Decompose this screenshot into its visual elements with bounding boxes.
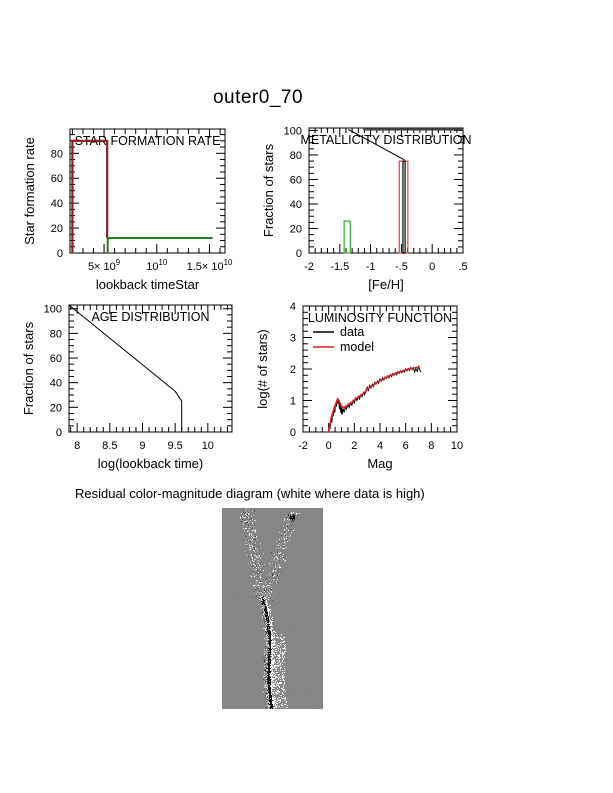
star-formation-rate-ylabel: Star formation rate [22, 137, 37, 245]
svg-text:8.5: 8.5 [102, 440, 117, 452]
age-distribution-frame [68, 304, 233, 433]
svg-text:6: 6 [403, 440, 409, 452]
residual-cmd-caption: Residual color-magnitude diagram (white … [75, 486, 425, 501]
svg-text:8: 8 [428, 440, 434, 452]
svg-text:80: 80 [50, 328, 62, 340]
cumulative-age-line [69, 305, 183, 432]
page-title: outer0_70 [212, 87, 304, 108]
svg-text:2: 2 [351, 440, 357, 452]
svg-text:80: 80 [51, 148, 63, 160]
legend-label-data: data [340, 325, 364, 339]
star-formation-rate-panel: 5× 109 1010 1.5× 1010 0 20 40 60 80 STAR FORMATI… [22, 128, 233, 292]
svg-text:1010: 1010 [146, 258, 168, 273]
old-population-sfr [71, 139, 109, 253]
svg-text:60: 60 [290, 174, 302, 186]
svg-text:3: 3 [290, 333, 296, 345]
svg-text:5× 109: 5× 109 [88, 258, 121, 273]
svg-text:9.5: 9.5 [168, 440, 183, 452]
red-model-bar [398, 160, 409, 254]
svg-text:10: 10 [451, 440, 463, 452]
svg-text:60: 60 [50, 353, 62, 365]
luminosity-function-title: LUMINOSITY FUNCTION [308, 311, 452, 325]
svg-text:.5: .5 [458, 261, 467, 273]
svg-text:100: 100 [284, 125, 302, 137]
young-population-sfr [106, 237, 213, 253]
svg-text:40: 40 [51, 198, 63, 210]
svg-text:80: 80 [290, 150, 302, 162]
svg-text:1.5× 1010: 1.5× 1010 [187, 258, 233, 273]
svg-text:9: 9 [139, 440, 145, 452]
svg-text:-.5: -.5 [395, 261, 408, 273]
svg-text:60: 60 [51, 173, 63, 185]
metallicity-distribution-title: METALLICITY DISTRIBUTION [300, 133, 471, 147]
svg-text:0: 0 [290, 427, 296, 439]
svg-text:8: 8 [74, 440, 80, 452]
svg-text:4: 4 [290, 301, 296, 313]
age-distribution-ylabel: Fraction of stars [21, 321, 36, 415]
age-distribution-title: AGE DISTRIBUTION [91, 310, 209, 324]
black-data-bar [402, 160, 406, 254]
svg-text:20: 20 [290, 223, 302, 235]
svg-text:0: 0 [57, 248, 63, 260]
age-distribution-xlabel: log(lookback time) [98, 456, 204, 471]
svg-text:0: 0 [326, 440, 332, 452]
luminosity-function-xlabel: Mag [367, 456, 392, 471]
svg-text:40: 40 [290, 199, 302, 211]
legend-label-model: model [340, 340, 374, 354]
model-curve [327, 366, 420, 433]
star-formation-rate-xlabel: lookback timeStar [96, 277, 200, 292]
luminosity-function-ylabel: log(# of stars) [255, 329, 270, 408]
svg-text:10: 10 [202, 440, 214, 452]
star-formation-rate-title: STAR FORMATION RATE [75, 134, 221, 148]
residual-cmd-image [222, 508, 323, 709]
metallicity-distribution-xlabel: [Fe/H] [368, 277, 403, 292]
svg-text:-1.5: -1.5 [330, 261, 349, 273]
data-descending-line [348, 129, 405, 161]
data-curve [328, 364, 422, 432]
svg-text:100: 100 [44, 304, 62, 316]
svg-text:0: 0 [429, 261, 435, 273]
svg-text:-1: -1 [366, 261, 376, 273]
svg-text:-2: -2 [298, 440, 308, 452]
svg-text:-2: -2 [304, 261, 314, 273]
svg-text:20: 20 [51, 223, 63, 235]
metallicity-distribution-ylabel: Fraction of stars [261, 143, 276, 237]
green-model-bar [343, 220, 351, 254]
svg-text:2: 2 [290, 364, 296, 376]
svg-text:0: 0 [56, 427, 62, 439]
svg-text:4: 4 [377, 440, 383, 452]
svg-text:20: 20 [50, 402, 62, 414]
svg-text:1: 1 [290, 396, 296, 408]
svg-text:0: 0 [296, 248, 302, 260]
svg-text:40: 40 [50, 378, 62, 390]
